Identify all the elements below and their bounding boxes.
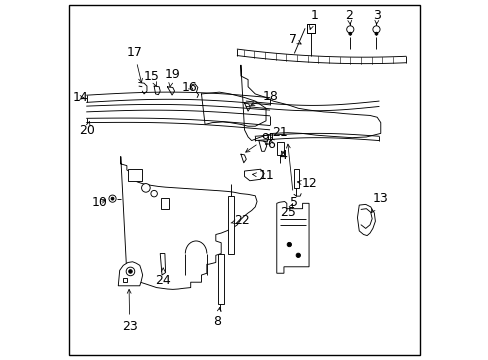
Text: 8: 8 [213, 307, 221, 328]
Circle shape [111, 197, 114, 200]
Circle shape [126, 267, 135, 276]
Text: 16: 16 [182, 81, 198, 94]
Polygon shape [128, 169, 142, 181]
Polygon shape [161, 198, 169, 209]
Circle shape [346, 26, 353, 33]
Circle shape [109, 195, 116, 202]
Text: 4: 4 [279, 149, 286, 162]
Circle shape [348, 32, 351, 35]
Polygon shape [276, 202, 308, 273]
Circle shape [296, 253, 300, 257]
Polygon shape [357, 204, 375, 235]
Circle shape [142, 184, 150, 192]
Polygon shape [118, 262, 142, 286]
Circle shape [151, 190, 157, 197]
Text: 3: 3 [372, 9, 380, 24]
Text: 5: 5 [286, 144, 297, 209]
Text: 7: 7 [289, 33, 301, 46]
Text: 18: 18 [250, 90, 278, 105]
Text: 19: 19 [164, 68, 180, 87]
Text: 1: 1 [309, 9, 318, 30]
Polygon shape [293, 169, 298, 188]
Circle shape [128, 270, 132, 273]
Text: 21: 21 [265, 126, 287, 145]
Polygon shape [244, 169, 264, 181]
Polygon shape [217, 253, 223, 304]
Circle shape [372, 26, 379, 33]
Polygon shape [306, 24, 314, 33]
Text: 17: 17 [126, 46, 142, 82]
Text: 10: 10 [91, 196, 107, 209]
Text: 12: 12 [297, 177, 317, 190]
Text: 23: 23 [122, 289, 137, 333]
Circle shape [374, 32, 377, 35]
Text: 22: 22 [230, 214, 249, 227]
Circle shape [286, 242, 291, 247]
Text: 9: 9 [245, 132, 269, 152]
Text: 25: 25 [280, 204, 296, 220]
Polygon shape [160, 253, 165, 275]
Text: 6: 6 [266, 138, 274, 150]
Text: 2: 2 [345, 9, 352, 24]
Text: 15: 15 [144, 69, 160, 86]
Polygon shape [227, 196, 233, 253]
Polygon shape [122, 278, 126, 282]
Text: 24: 24 [155, 268, 171, 287]
Text: 11: 11 [252, 169, 274, 182]
Polygon shape [276, 142, 284, 155]
Text: 14: 14 [72, 91, 88, 104]
Text: 20: 20 [79, 121, 95, 137]
Text: 13: 13 [370, 192, 387, 213]
